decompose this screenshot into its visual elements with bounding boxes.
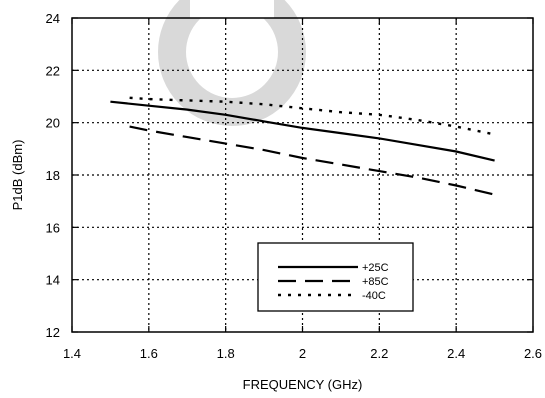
y-tick-label: 14 [46,273,60,288]
x-tick-label: 1.8 [217,346,235,361]
x-tick-label: 2 [299,346,306,361]
series-line-2 [129,96,495,136]
x-tick-labels: 1.4 1.6 1.8 2 2.2 2.4 2.6 [63,346,542,361]
y-tick-label: 20 [46,116,60,131]
watermark-gap [190,0,274,18]
x-tick-label: 2.6 [524,346,542,361]
y-axis-title: P1dB (dBm) [10,140,25,211]
legend-box [257,242,414,312]
legend-label-0: +25C [362,262,389,274]
y-tick-label: 24 [46,11,60,26]
x-tick-label: 1.4 [63,346,81,361]
legend: +25C +85C -40C [257,242,414,312]
y-tick-labels: 12 14 16 18 20 22 24 [46,11,60,340]
x-tick-label: 1.6 [140,346,158,361]
grid-lines [72,18,533,332]
x-tick-label: 2.4 [447,346,465,361]
x-tick-label: 2.2 [370,346,388,361]
x-axis-title: FREQUENCY (GHz) [243,377,363,392]
tick-marks [71,17,534,333]
legend-label-1: +85C [362,276,389,288]
y-tick-label: 22 [46,63,60,78]
series-line-0 [110,100,495,162]
watermark-circle [158,0,306,126]
series-lines [110,96,495,196]
y-tick-label: 12 [46,325,60,340]
series-line-1 [129,125,495,196]
y-tick-label: 16 [46,220,60,235]
watermark-ring [158,0,306,126]
legend-label-2: -40C [362,290,386,302]
y-tick-label: 18 [46,168,60,183]
